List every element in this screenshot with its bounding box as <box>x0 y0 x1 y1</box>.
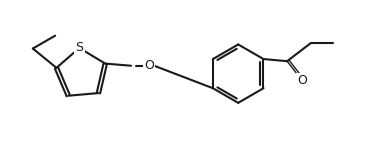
Text: O: O <box>297 74 307 87</box>
Text: S: S <box>75 41 83 54</box>
Text: O: O <box>144 59 154 72</box>
